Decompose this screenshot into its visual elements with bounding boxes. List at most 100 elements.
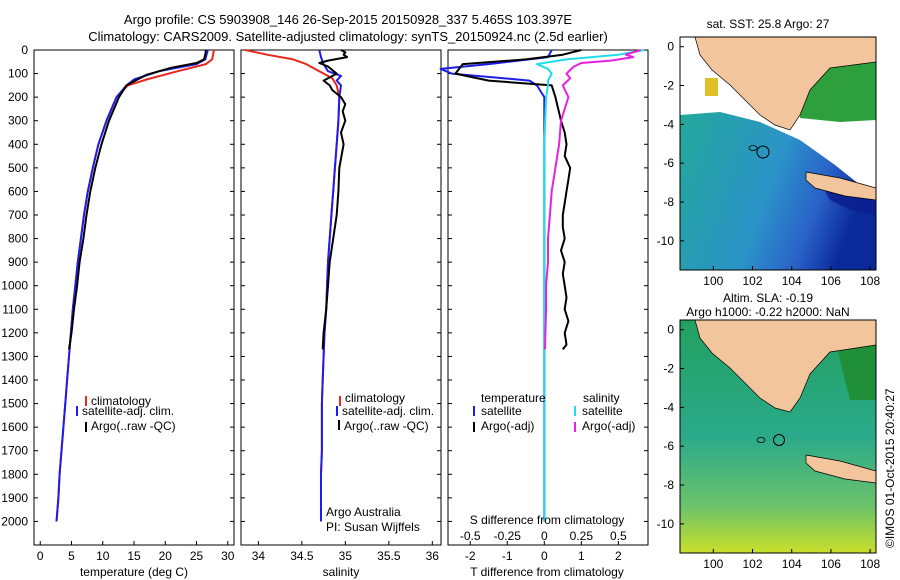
depth-tick-label: 400 — [8, 137, 28, 151]
legend-label-climatology: climatology — [345, 391, 405, 405]
salinity-x-tick-label: 35 — [339, 549, 353, 563]
sla-map-title-1: Altim. SLA: -0.19 — [723, 291, 813, 305]
map-lat-tick-label: 0 — [667, 40, 674, 54]
depth-tick-label: 1200 — [1, 326, 28, 340]
sst-warm-patch — [705, 78, 718, 96]
salinity-legend: climatology satellite-adj. clim. Argo(..… — [336, 391, 434, 433]
depth-tick-label: 1900 — [1, 491, 28, 505]
salinity-x-tick-label: 35.5 — [377, 549, 401, 563]
sla-island — [756, 437, 766, 443]
legend-header-salinity: salinity — [583, 391, 620, 405]
sst-land-sumatra — [694, 37, 876, 131]
legend-label-climatology: climatology — [91, 394, 151, 408]
sla-land-java — [805, 454, 876, 484]
salinity-panel-frame — [240, 49, 442, 546]
figure-title-line-1: Argo profile: CS 5903908_146 26-Sep-2015… — [124, 12, 572, 27]
difference-series-argo-salinity — [544, 49, 641, 350]
map-lat-tick-label: -2 — [663, 79, 674, 93]
map-lat-tick-label: -8 — [663, 195, 674, 209]
temperature-x-tick-label: 30 — [221, 549, 235, 563]
salinity-series-climatology — [245, 49, 341, 522]
depth-tick-label: 1000 — [1, 279, 28, 293]
t-difference-axis-label: T difference from climatology — [470, 565, 624, 579]
temperature-series-satellite — [55, 49, 209, 522]
map-lat-tick-label: -4 — [663, 400, 674, 414]
depth-tick-label: 1100 — [2, 302, 28, 316]
credit-owner: Argo Australia — [326, 505, 401, 519]
map-lat-tick-label: -6 — [663, 156, 674, 170]
temperature-x-tick-label: 15 — [127, 549, 141, 563]
depth-tick-label: 900 — [8, 255, 28, 269]
depth-tick-label: 300 — [8, 114, 28, 128]
difference-x-tick-label: 2 — [615, 549, 622, 563]
depth-tick-label: 500 — [8, 161, 28, 175]
legend-label-satellite: satellite-adj. clim. — [82, 404, 174, 418]
map-lat-tick-label: -4 — [663, 117, 674, 131]
depth-tick-label: 0 — [21, 43, 28, 57]
sla-map-title-2: Argo h1000: -0.22 h2000: NaN — [686, 305, 849, 319]
difference-top-tick-label: 0 — [541, 529, 548, 543]
credit-pi: PI: Susan Wijffels — [326, 520, 420, 534]
temperature-x-tick-label: 10 — [96, 549, 110, 563]
map-lat-tick-label: -6 — [663, 439, 674, 453]
sla-map-ticks: 100 102 104 106 108 0 -2 -4 -6 -8 -10 — [657, 323, 881, 571]
legend-label-t-satellite: satellite — [481, 404, 522, 418]
temperature-panel-frame — [33, 49, 235, 546]
map-lon-tick-label: 104 — [782, 557, 802, 571]
salinity-series-argo — [318, 49, 349, 350]
difference-top-tick-label: -0.5 — [460, 529, 481, 543]
legend-label-satellite: satellite-adj. clim. — [342, 404, 434, 418]
temperature-series-argo — [68, 49, 207, 350]
map-lon-tick-label: 108 — [860, 557, 880, 571]
difference-x-tick-label: 0 — [541, 549, 548, 563]
map-lon-tick-label: 100 — [703, 557, 723, 571]
temperature-legend: climatology satellite-adj. clim. Argo(..… — [76, 394, 176, 433]
difference-panel-frame — [447, 49, 649, 546]
depth-tick-label: 1700 — [1, 444, 28, 458]
legend-label-argo: Argo(..raw -QC) — [344, 419, 429, 433]
depth-tick-label: 1800 — [1, 467, 28, 481]
difference-x-tick-label: 1 — [578, 549, 585, 563]
sst-map-title: sat. SST: 25.8 Argo: 27 — [707, 17, 830, 31]
map-lat-tick-label: 0 — [667, 323, 674, 337]
salinity-series-satellite — [318, 49, 342, 522]
sst-land-java — [805, 171, 876, 201]
difference-top-tick-label: -0.25 — [494, 529, 522, 543]
temperature-x-tick-label: 25 — [190, 549, 204, 563]
s-difference-axis-label: S difference from climatology — [470, 513, 625, 527]
map-lon-tick-label: 102 — [743, 274, 763, 288]
legend-label-argo: Argo(..raw -QC) — [91, 419, 176, 433]
salinity-x-tick-label: 36 — [426, 549, 440, 563]
depth-tick-label: 100 — [8, 67, 28, 81]
map-lon-tick-label: 104 — [782, 274, 802, 288]
map-lon-tick-label: 100 — [703, 274, 723, 288]
sst-map-ticks: 100 102 104 106 108 0 -2 -4 -6 -8 -10 — [657, 40, 881, 288]
depth-tick-label: 800 — [8, 232, 28, 246]
imos-timestamp: ©IMOS 01-Oct-2015 20:40:27 — [883, 388, 897, 548]
depth-tick-label: 1300 — [1, 349, 28, 363]
sla-profile-location-marker — [773, 434, 785, 446]
map-lon-tick-label: 106 — [821, 274, 841, 288]
difference-x-tick-label: -1 — [502, 549, 513, 563]
sst-map — [680, 37, 876, 270]
sla-map — [680, 320, 876, 553]
difference-series-sat-salinity — [535, 49, 645, 522]
legend-label-s-argo: Argo(-adj) — [582, 419, 635, 433]
map-lat-tick-label: -10 — [657, 234, 675, 248]
map-lat-tick-label: -10 — [657, 517, 675, 531]
difference-top-tick-label: 0.25 — [570, 529, 594, 543]
difference-series-argo — [454, 49, 582, 351]
legend-label-t-argo: Argo(-adj) — [481, 419, 534, 433]
temperature-x-tick-label: 20 — [159, 549, 173, 563]
depth-tick-label: 600 — [8, 184, 28, 198]
depth-tick-label: 2000 — [1, 514, 28, 528]
map-lat-tick-label: -2 — [663, 362, 674, 376]
difference-top-tick-label: 0.5 — [610, 529, 627, 543]
map-lat-tick-label: -8 — [663, 478, 674, 492]
sst-island — [748, 145, 758, 151]
salinity-x-tick-label: 34 — [252, 549, 266, 563]
salinity-x-tick-label: 34.5 — [290, 549, 314, 563]
map-lon-tick-label: 102 — [743, 557, 763, 571]
sst-ocean — [680, 112, 876, 270]
